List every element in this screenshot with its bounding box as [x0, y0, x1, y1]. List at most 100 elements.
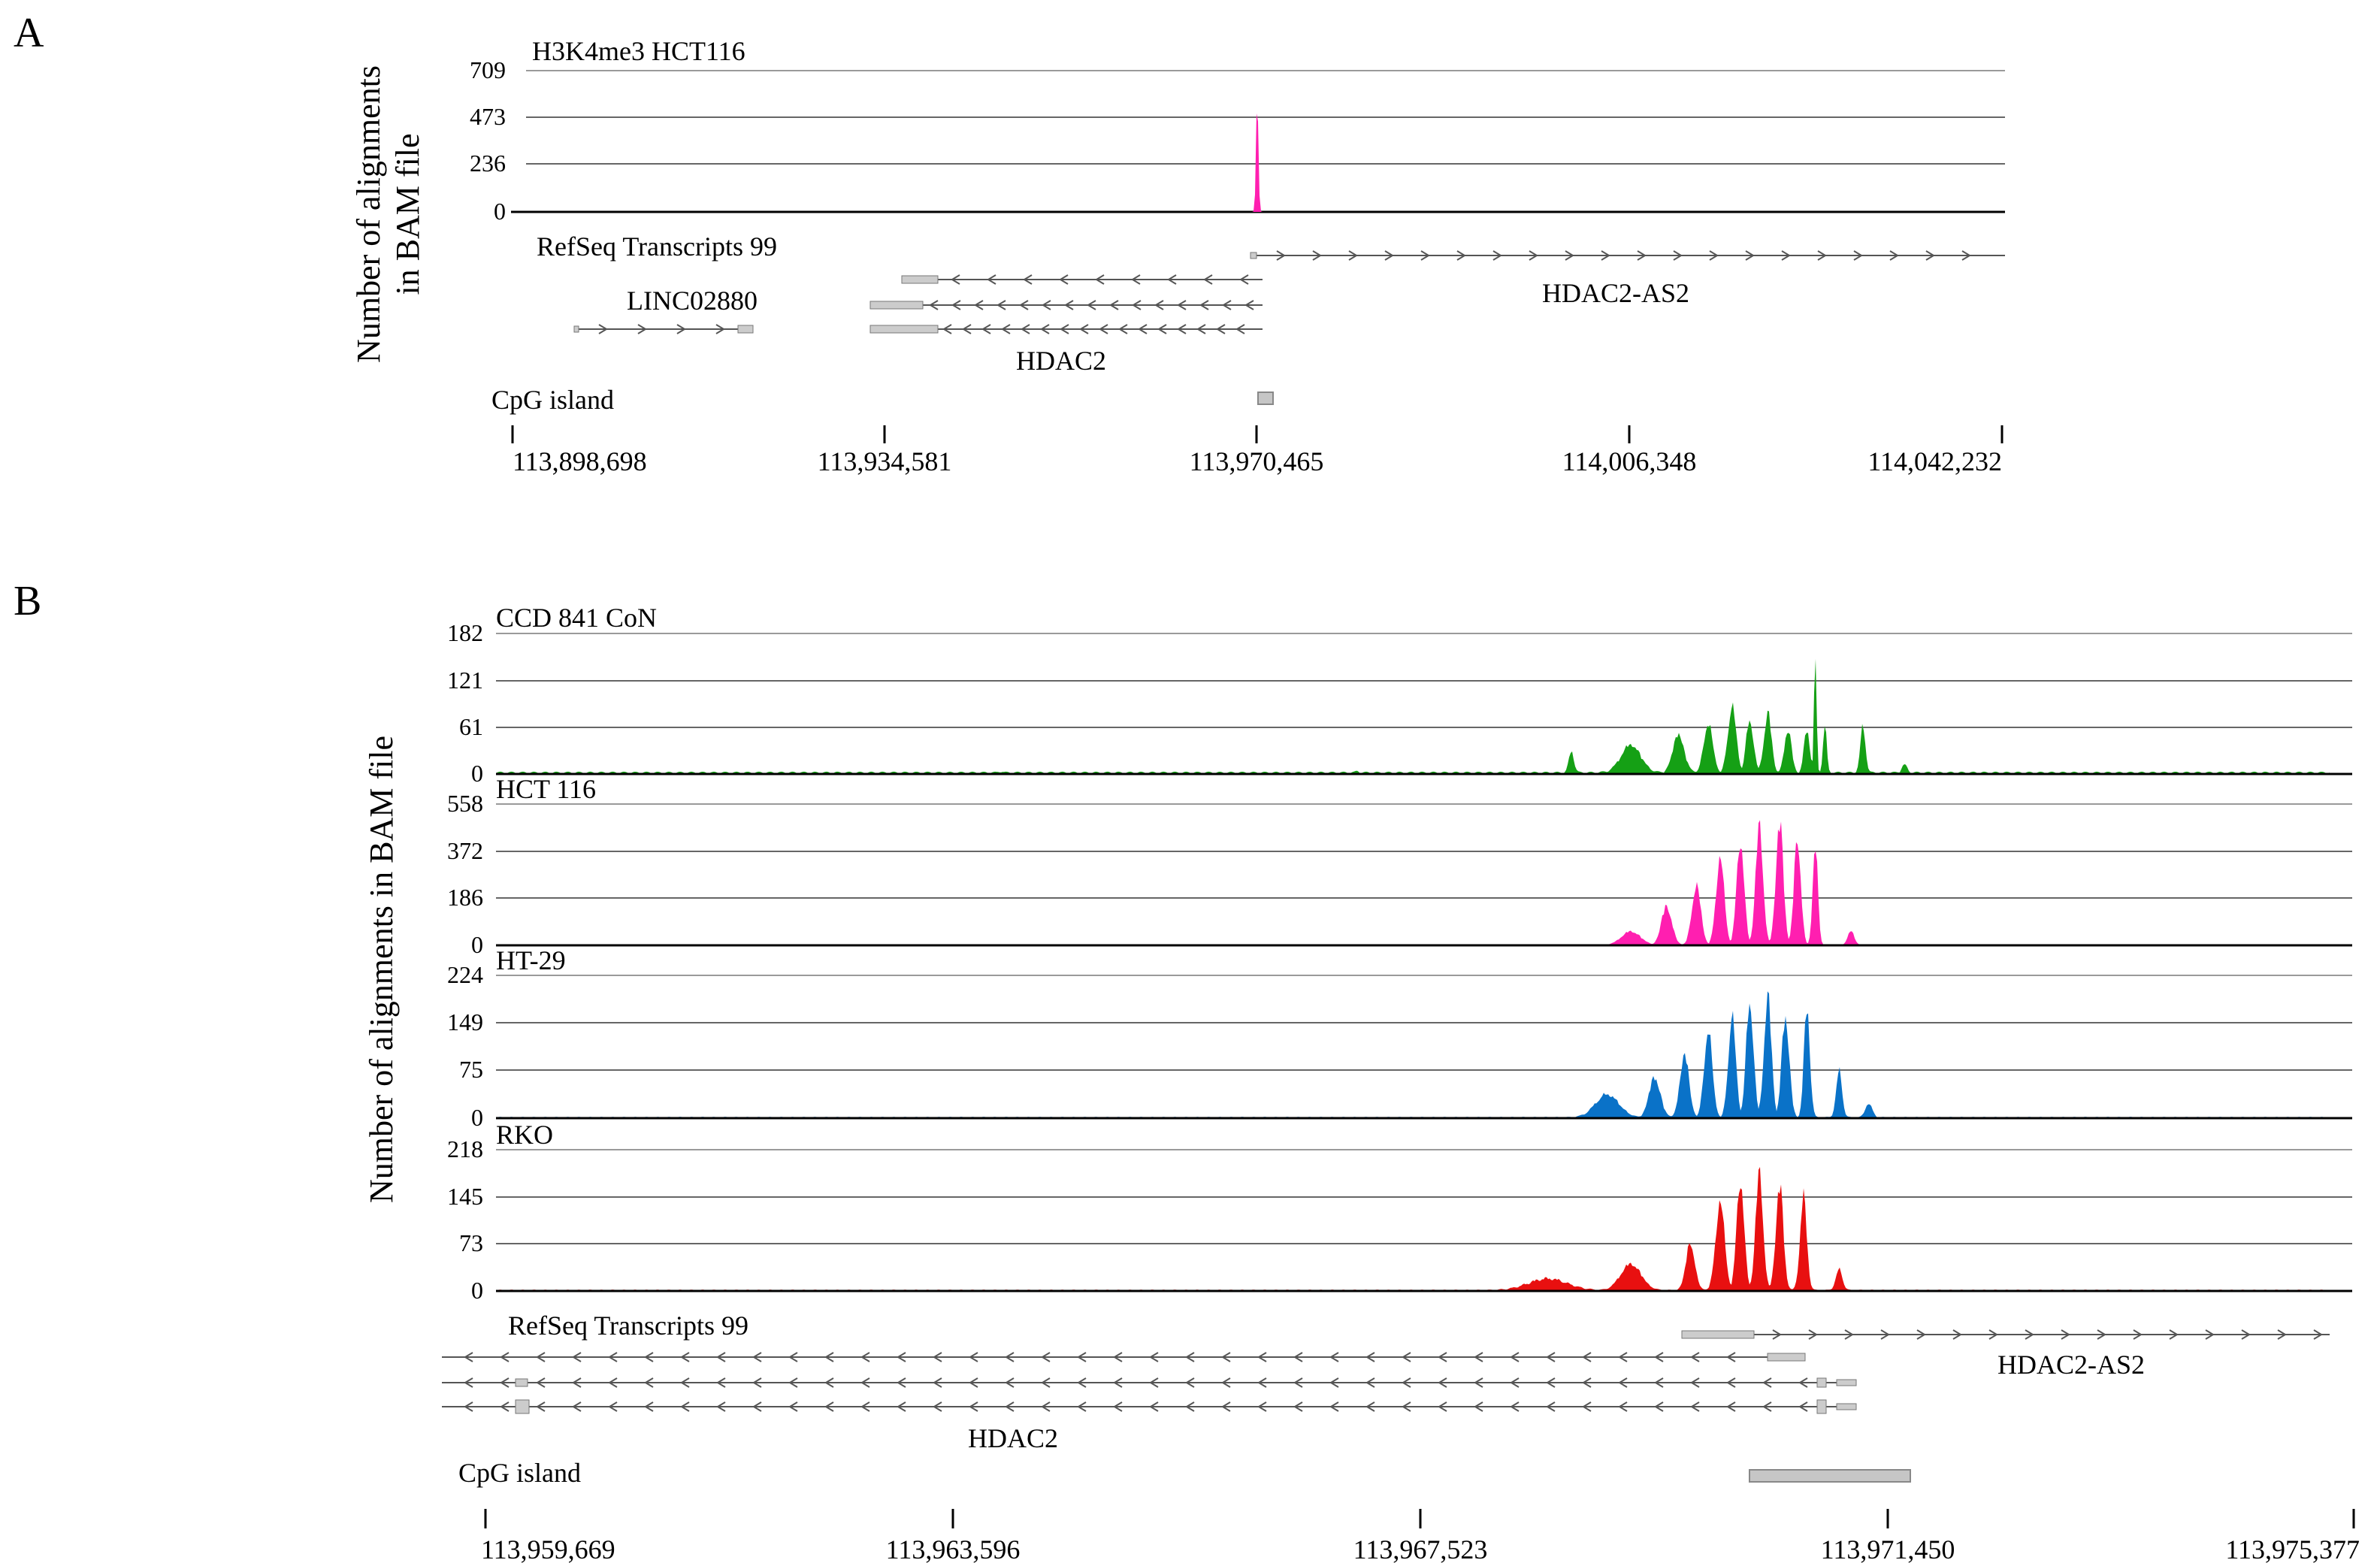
strand-arrow [1244, 300, 1254, 310]
strand-arrow [1474, 1352, 1483, 1362]
strand-arrow [1257, 1401, 1267, 1412]
strand-arrow [1402, 1352, 1411, 1362]
strand-arrow [1798, 1377, 1808, 1388]
strand-arrow [1177, 300, 1187, 310]
strand-arrow [1329, 1401, 1339, 1412]
strand-arrow [1221, 1401, 1231, 1412]
strand-arrow [1853, 250, 1863, 261]
ylabel-b: Number of alignments in BAM file [363, 736, 400, 1203]
x-axis-a: 113,898,698 113,934,581 113,970,465 114,… [511, 425, 2003, 476]
strand-arrow [1059, 274, 1069, 285]
track-rko: RKO 218 145 73 0 [447, 1120, 2352, 1304]
refseq-label-b: RefSeq Transcripts 99 [508, 1311, 748, 1341]
strand-arrow [752, 1377, 762, 1388]
ytick-label: 73 [459, 1229, 483, 1256]
strand-arrow [1745, 250, 1755, 261]
strand-arrow [644, 1352, 654, 1362]
strand-arrow [1916, 1329, 1926, 1340]
strand-arrow [929, 300, 939, 310]
gene-label-hdac2: HDAC2 [968, 1423, 1058, 1453]
cpg-island-a [1257, 392, 1274, 405]
strand-arrow [1185, 1352, 1195, 1362]
strand-arrow [1456, 250, 1466, 261]
strand-arrow [1222, 300, 1232, 310]
track-name: HT-29 [496, 945, 566, 975]
strand-arrow [1019, 300, 1029, 310]
strand-arrow [1329, 1352, 1339, 1362]
exon [1836, 1379, 1857, 1386]
strand-arrow [962, 324, 972, 334]
strand-arrow [1438, 1401, 1447, 1412]
strand-arrow [1880, 1329, 1890, 1340]
strand-arrow [1077, 1377, 1087, 1388]
strand-arrow [1690, 1401, 1700, 1412]
strand-arrow [1582, 1352, 1592, 1362]
cpg-label-b: CpG island [458, 1458, 581, 1488]
exon [515, 1399, 530, 1414]
strand-arrow [1402, 1401, 1411, 1412]
xtick-label: 114,042,232 [1867, 446, 2002, 476]
track-a-h3k4me3: H3K4me3 HCT116 709 473 236 0 [470, 36, 2005, 225]
ytick-label: 0 [471, 760, 483, 787]
exon [515, 1378, 528, 1387]
strand-arrow [1149, 1377, 1159, 1388]
strand-arrow [1510, 1401, 1520, 1412]
strand-arrow [1293, 1377, 1303, 1388]
strand-arrow [1726, 1352, 1736, 1362]
strand-arrow [1138, 324, 1148, 334]
strand-arrow [1042, 300, 1051, 310]
xtick-label: 113,967,523 [1353, 1534, 1488, 1564]
strand-arrow [1149, 1401, 1159, 1412]
strand-arrow [1216, 324, 1226, 334]
strand-arrow [1798, 1401, 1808, 1412]
strand-arrow [1077, 1352, 1087, 1362]
strand-arrow [752, 1352, 762, 1362]
strand-arrow [1762, 1377, 1772, 1388]
cpg-island-b [1749, 1469, 1911, 1483]
strand-arrow [969, 1377, 978, 1388]
strand-arrow [860, 1352, 870, 1362]
strand-arrow [1952, 1329, 1962, 1340]
strand-arrow [1099, 324, 1108, 334]
strand-arrow [1546, 1352, 1556, 1362]
strand-arrow [1113, 1352, 1123, 1362]
ytick-label: 145 [447, 1183, 483, 1210]
ytick-label: 61 [459, 713, 483, 740]
strand-arrow [1087, 300, 1096, 310]
strand-arrow [1365, 1401, 1375, 1412]
strand-arrow [1546, 1377, 1556, 1388]
strand-arrow [1618, 1377, 1628, 1388]
strand-arrow [1781, 250, 1791, 261]
strand-arrow [897, 1401, 906, 1412]
signal-area-hct116 [496, 820, 2330, 945]
exon [1681, 1330, 1755, 1339]
strand-arrow [1420, 250, 1430, 261]
gene-models-a: HDAC2-AS2 HDAC2 LINC02880 [573, 250, 2005, 376]
strand-arrow [824, 1352, 834, 1362]
strand-arrow [637, 324, 647, 334]
ytick-label: 218 [447, 1135, 483, 1162]
strand-arrow [1023, 274, 1033, 285]
strand-arrow [1618, 1401, 1628, 1412]
strand-arrow [572, 1352, 582, 1362]
ytick-label: 224 [447, 961, 483, 988]
track-name: H3K4me3 HCT116 [532, 36, 745, 66]
strand-arrow [1844, 1329, 1854, 1340]
strand-arrow [788, 1377, 798, 1388]
track-ccd841con: CCD 841 CoN 182 121 61 0 [447, 603, 2352, 787]
strand-arrow [996, 300, 1006, 310]
refseq-label-a: RefSeq Transcripts 99 [537, 231, 777, 262]
strand-arrow [974, 300, 984, 310]
panel-label-a: A [14, 10, 44, 56]
xtick-label: 113,963,596 [886, 1534, 1021, 1564]
xtick-label: 113,970,465 [1190, 446, 1324, 476]
track-name: HCT 116 [496, 774, 596, 804]
strand-arrow [1113, 1401, 1123, 1412]
strand-arrow [1618, 1352, 1628, 1362]
ylabel-a-line1: Number of alignments [350, 65, 387, 363]
tracks-b: CCD 841 CoN 182 121 61 0 HCT 116 558 372… [447, 603, 2352, 1304]
strand-arrow [1329, 1377, 1339, 1388]
strand-arrow [1961, 250, 1971, 261]
strand-arrow [987, 274, 996, 285]
signal-area-rko [496, 1167, 2330, 1291]
